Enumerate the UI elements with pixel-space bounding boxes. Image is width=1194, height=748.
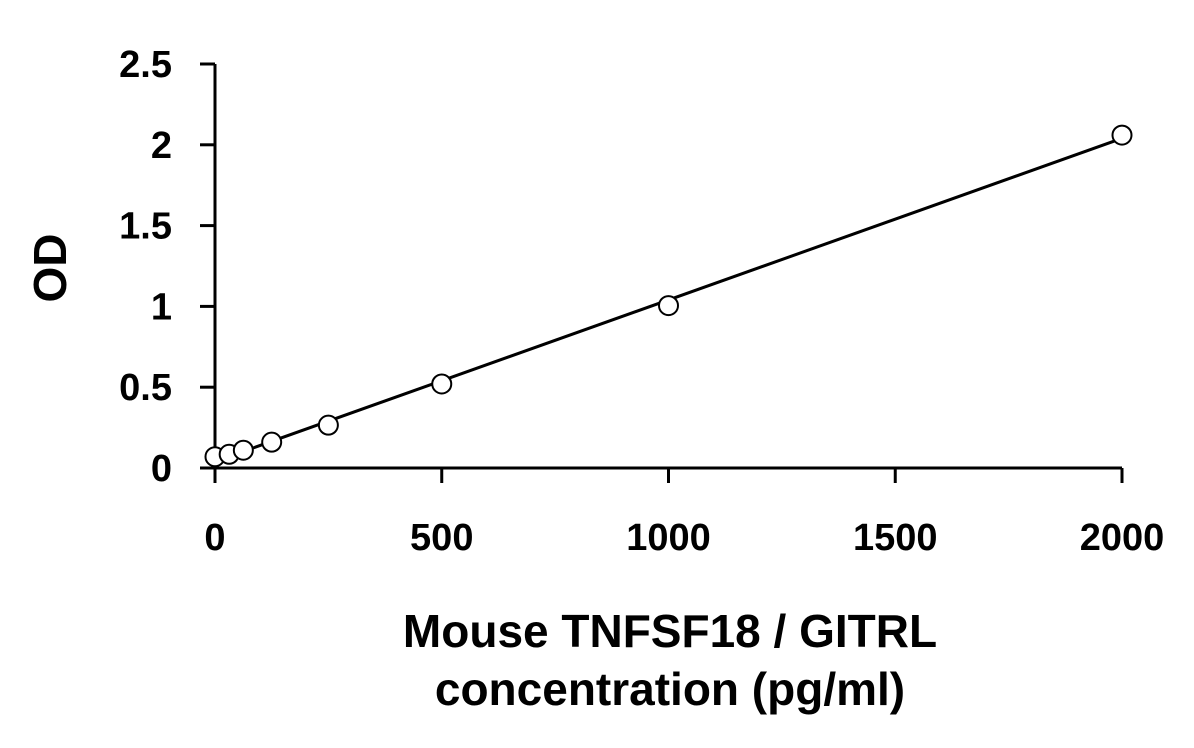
x-axis-title-line-2: concentration (pg/ml)	[435, 663, 905, 715]
x-tick-label: 0	[204, 517, 225, 559]
y-tick-label: 2	[151, 125, 172, 167]
x-tick-label: 2000	[1080, 517, 1165, 559]
data-point	[232, 439, 254, 461]
y-tick-label: 1.5	[119, 206, 172, 248]
data-point	[261, 431, 283, 453]
plot-area	[204, 124, 1133, 468]
x-tick-label: 1500	[853, 517, 938, 559]
data-point	[658, 295, 679, 317]
y-tick-label: 2.5	[119, 44, 172, 86]
x-tick-label: 1000	[626, 517, 711, 559]
y-tick-label: 0.5	[119, 367, 172, 409]
x-tick-label: 500	[410, 517, 473, 559]
y-axis: 0 0.5 1 1.5 2 2.5	[119, 44, 217, 490]
y-tick-label: 0	[151, 448, 172, 490]
data-point	[1111, 124, 1133, 146]
x-axis-title-line-1: Mouse TNFSF18 / GITRL	[403, 605, 937, 657]
x-axis: 0 500 1000 1500 2000	[204, 466, 1165, 559]
y-tick-label: 1	[151, 286, 172, 328]
data-point	[317, 414, 339, 436]
data-point	[431, 373, 453, 395]
y-axis-title: OD	[24, 234, 76, 303]
